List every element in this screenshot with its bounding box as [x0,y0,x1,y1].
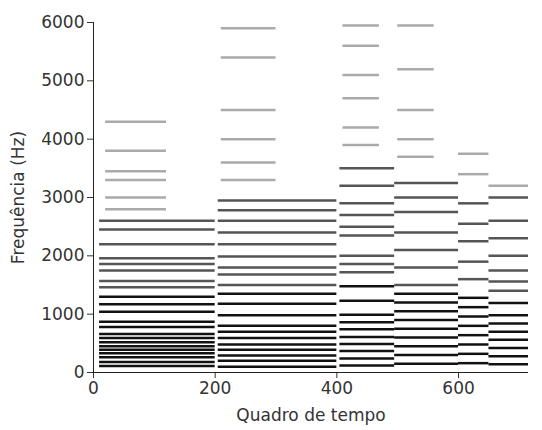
svg-text:4000: 4000 [41,129,84,149]
svg-text:0: 0 [74,362,85,382]
svg-text:3000: 3000 [41,187,84,207]
svg-text:1000: 1000 [41,304,84,324]
svg-text:6000: 6000 [41,12,84,32]
svg-text:Frequência (Hz): Frequência (Hz) [8,131,28,264]
svg-text:2000: 2000 [41,245,84,265]
svg-text:200: 200 [199,378,231,398]
svg-text:600: 600 [442,378,474,398]
svg-text:0: 0 [88,378,99,398]
svg-text:400: 400 [321,378,353,398]
svg-text:Quadro de tempo: Quadro de tempo [236,405,385,425]
svg-text:5000: 5000 [41,70,84,90]
